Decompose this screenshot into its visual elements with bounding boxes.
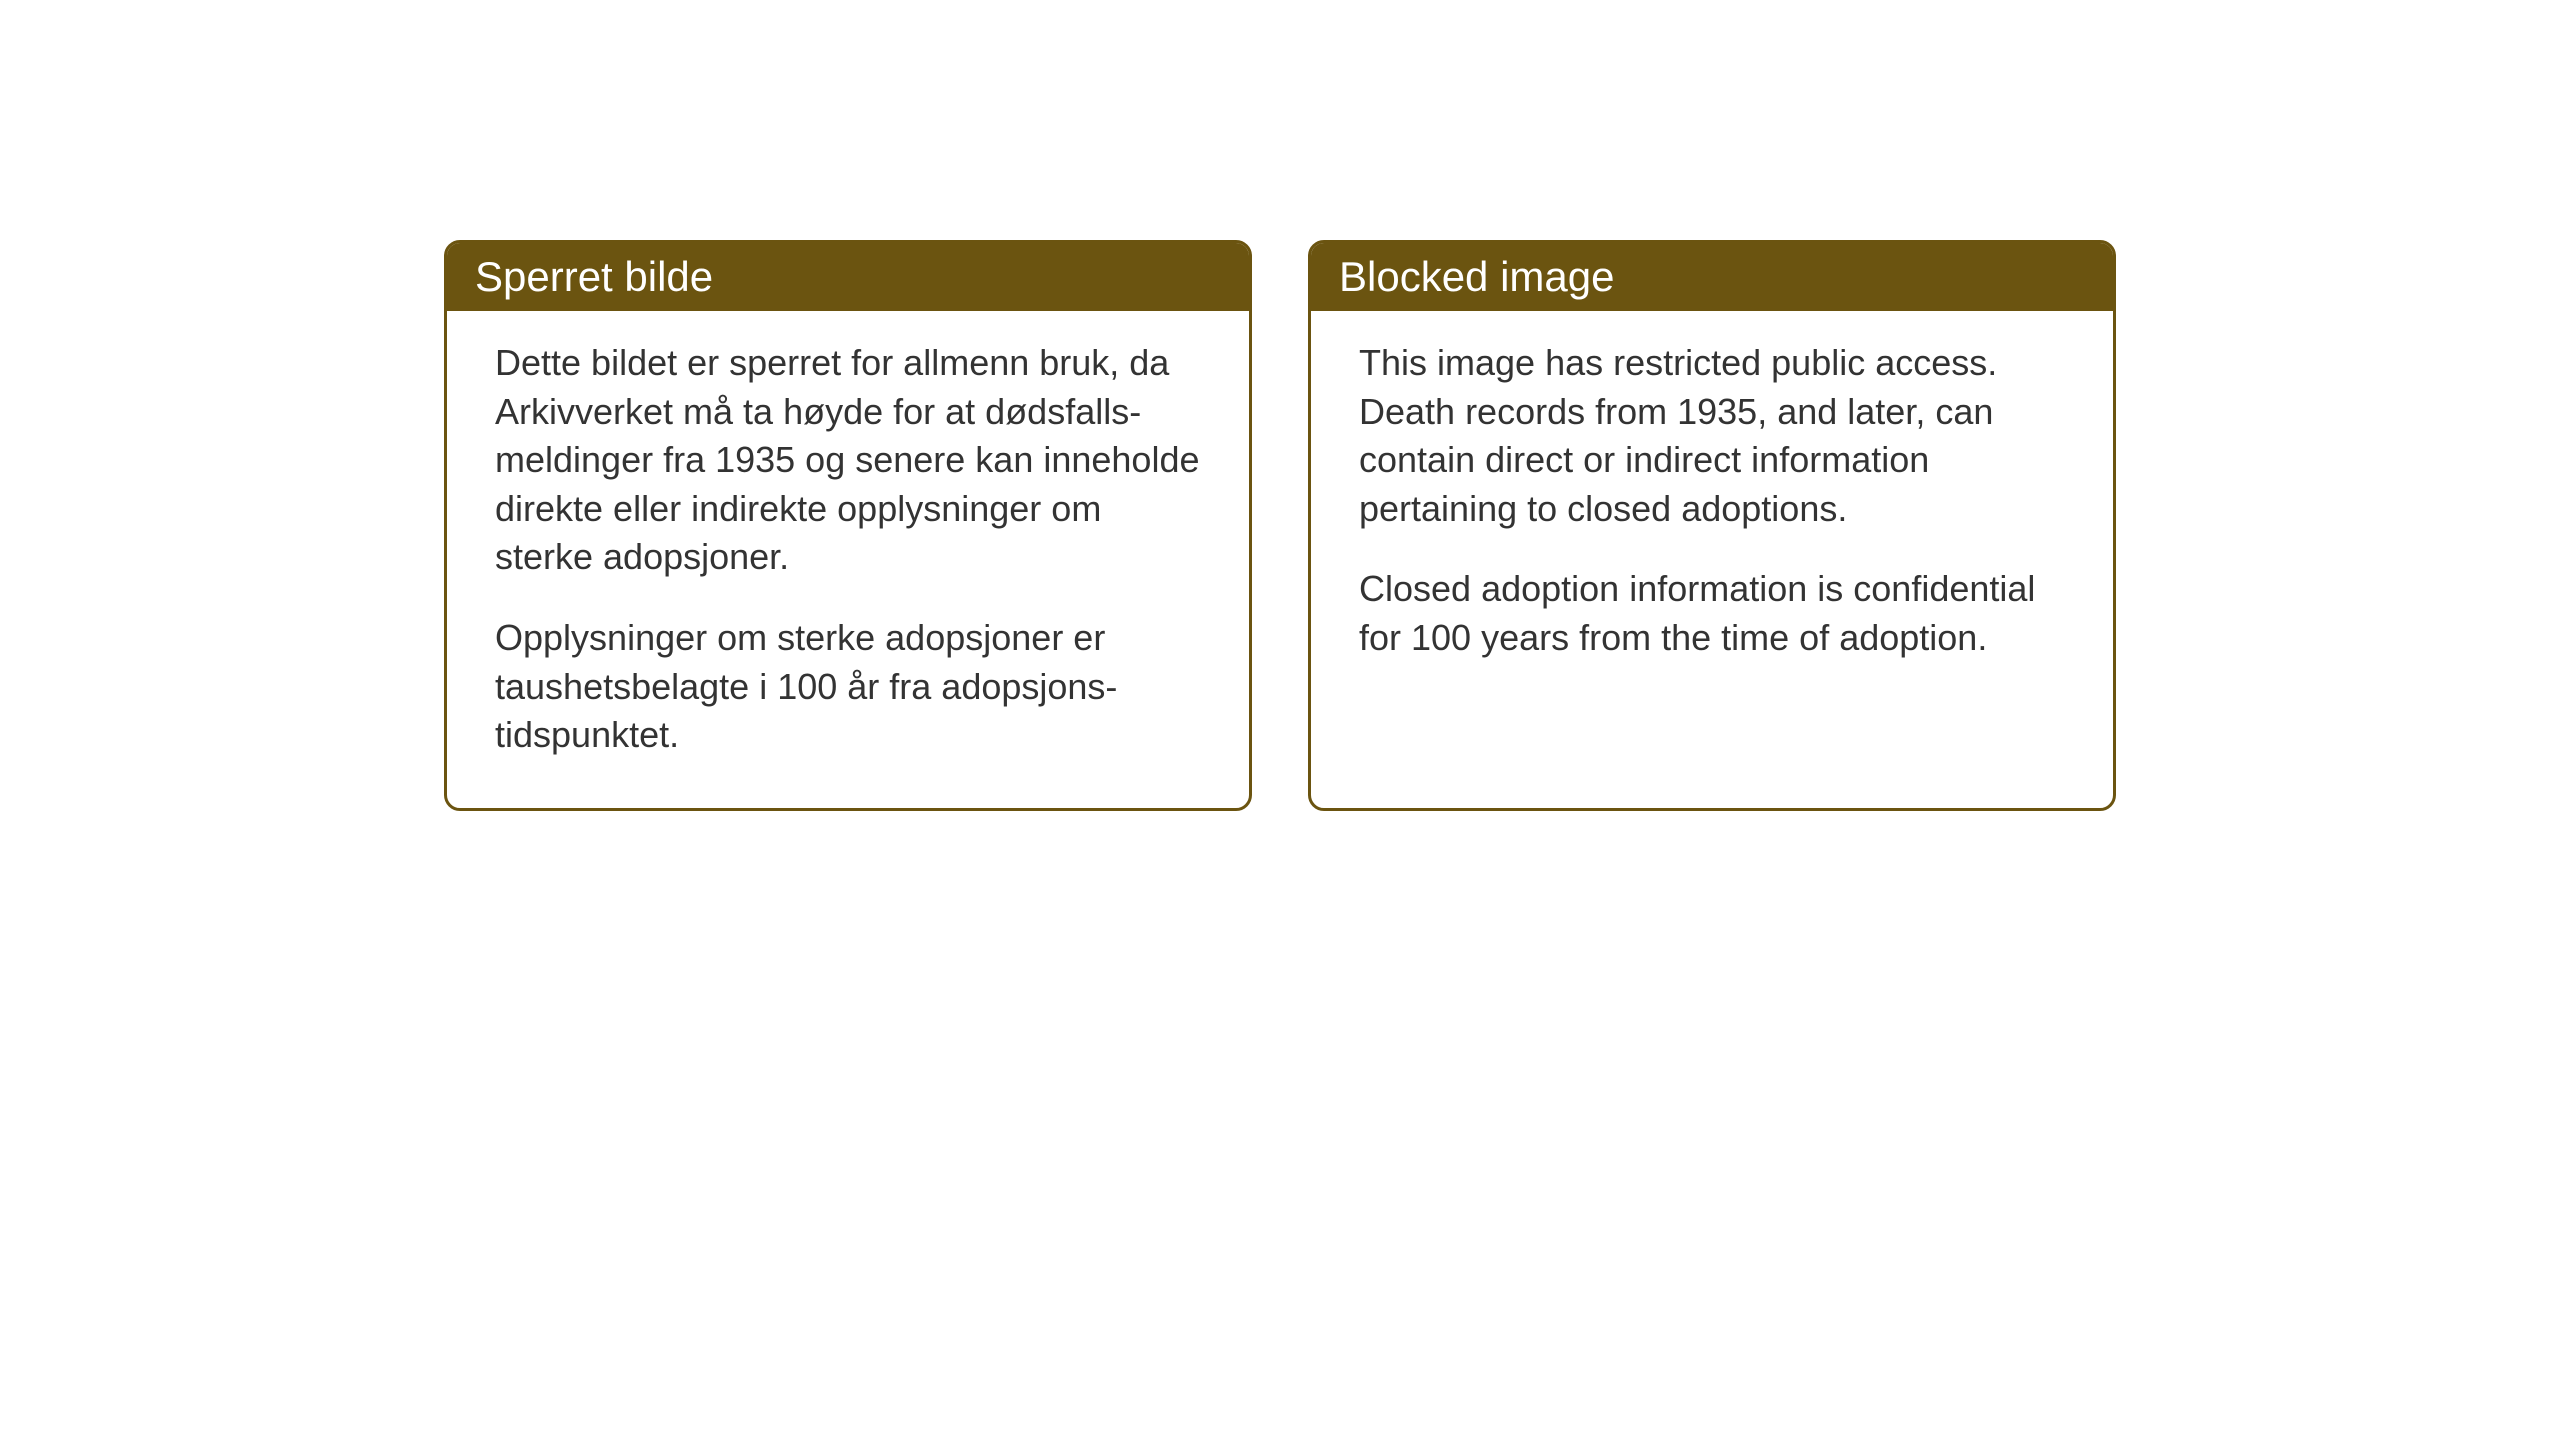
notice-container: Sperret bilde Dette bildet er sperret fo… xyxy=(444,240,2116,811)
notice-header-norwegian: Sperret bilde xyxy=(447,243,1249,311)
notice-paragraph-1-norwegian: Dette bildet er sperret for allmenn bruk… xyxy=(495,339,1201,582)
notice-paragraph-1-english: This image has restricted public access.… xyxy=(1359,339,2065,533)
notice-title-english: Blocked image xyxy=(1339,253,1614,300)
notice-title-norwegian: Sperret bilde xyxy=(475,253,713,300)
notice-body-norwegian: Dette bildet er sperret for allmenn bruk… xyxy=(447,311,1249,808)
notice-body-english: This image has restricted public access.… xyxy=(1311,311,2113,711)
notice-box-english: Blocked image This image has restricted … xyxy=(1308,240,2116,811)
notice-header-english: Blocked image xyxy=(1311,243,2113,311)
notice-box-norwegian: Sperret bilde Dette bildet er sperret fo… xyxy=(444,240,1252,811)
notice-paragraph-2-norwegian: Opplysninger om sterke adopsjoner er tau… xyxy=(495,614,1201,760)
notice-paragraph-2-english: Closed adoption information is confident… xyxy=(1359,565,2065,662)
